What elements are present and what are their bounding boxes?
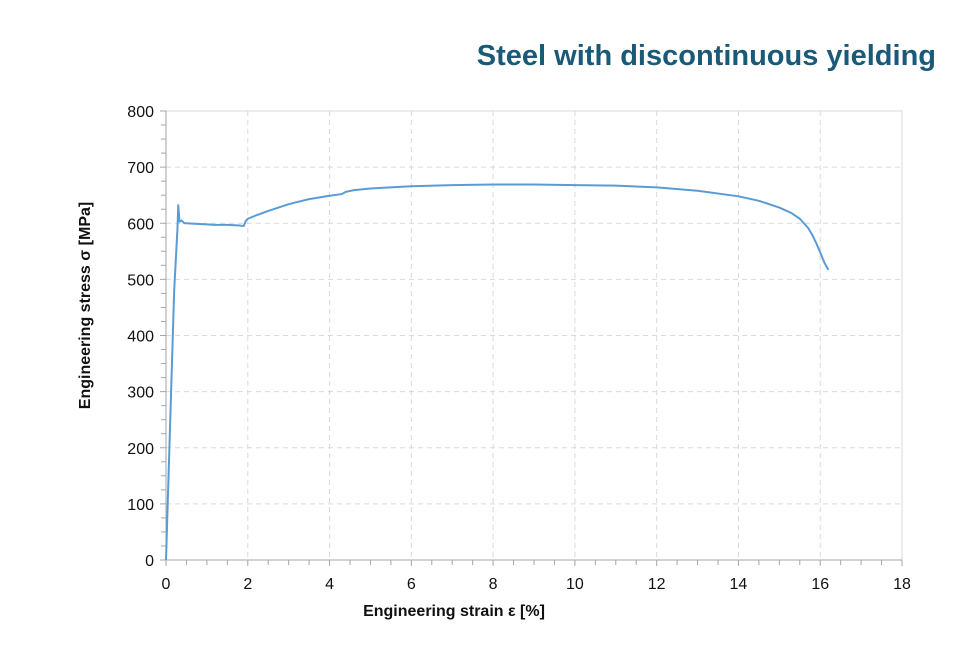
x-tick-label: 12 (648, 576, 666, 593)
y-axis-label: Engineering stress σ [MPa] (77, 202, 94, 409)
x-tick-label: 10 (566, 576, 584, 593)
x-axis-label: Engineering strain ε [%] (363, 603, 545, 620)
y-tick-label: 0 (145, 553, 154, 570)
y-tick-label: 200 (127, 441, 154, 458)
stress-strain-curve (165, 183, 830, 561)
y-tick-label: 500 (127, 272, 154, 289)
x-tick-label: 4 (325, 576, 334, 593)
x-tick-label: 6 (407, 576, 416, 593)
tick-labels: 0 2 4 6 8 10 12 14 16 18 0 100 200 300 400 500 600 700 800 (127, 104, 911, 593)
y-tick-label: 800 (127, 104, 154, 121)
y-tick-label: 600 (127, 216, 154, 233)
y-tick-label: 700 (127, 160, 154, 177)
x-tick-label: 0 (162, 576, 171, 593)
y-tick-label: 300 (127, 385, 154, 402)
x-tick-label: 16 (811, 576, 829, 593)
chart-title: Steel with discontinuous yielding (476, 40, 936, 72)
y-tick-label: 400 (127, 329, 154, 346)
axes (160, 110, 903, 566)
x-tick-label: 14 (730, 576, 748, 593)
gridlines (166, 111, 902, 560)
x-tick-label: 8 (489, 576, 498, 593)
y-tick-label: 100 (127, 497, 154, 514)
x-tick-label: 2 (243, 576, 252, 593)
x-tick-label: 18 (893, 576, 911, 593)
